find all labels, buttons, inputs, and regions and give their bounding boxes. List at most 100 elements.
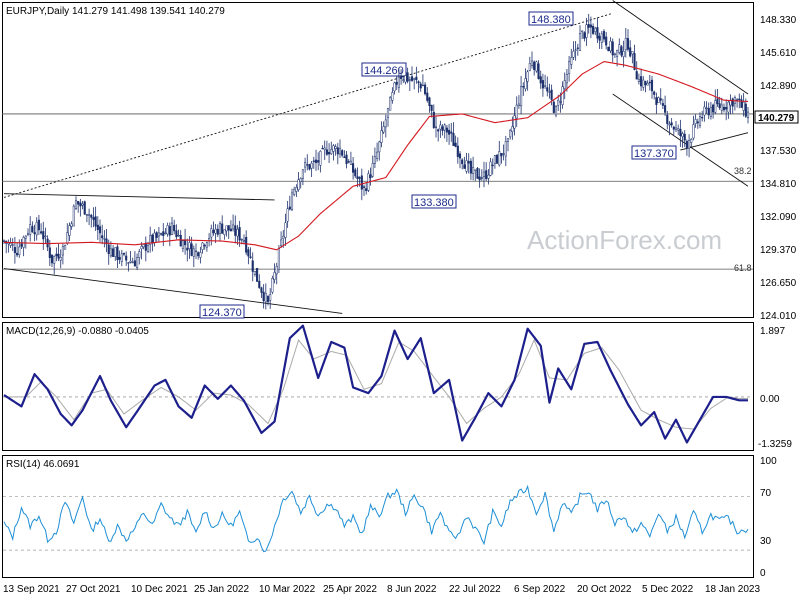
candle <box>371 155 374 178</box>
candle-body <box>609 41 612 52</box>
candle <box>177 229 180 237</box>
macd-panel-header: MACD(12,26,9) -0.0880 -0.0405 <box>6 326 149 337</box>
candle-body <box>236 228 239 237</box>
candle <box>347 159 350 164</box>
candle <box>386 107 390 127</box>
candle <box>578 25 582 51</box>
candle-body <box>203 244 206 247</box>
trendline <box>3 268 343 314</box>
candle <box>157 226 160 242</box>
candle-body <box>11 244 14 246</box>
candle <box>452 122 455 146</box>
candle <box>369 167 372 186</box>
candle <box>284 213 287 246</box>
candle <box>269 288 272 309</box>
candle-body <box>465 160 468 172</box>
candle-body <box>138 251 141 258</box>
candle-body <box>247 249 250 257</box>
candle <box>293 186 296 197</box>
moving-average-line <box>3 61 749 251</box>
candle-body <box>469 160 472 174</box>
candle-body <box>179 234 182 247</box>
candle <box>439 120 442 138</box>
candle-body <box>596 27 599 39</box>
candle-body <box>570 57 573 65</box>
candle <box>664 95 667 116</box>
x-tick-label: 25 Jan 2022 <box>194 584 249 595</box>
candle <box>430 104 433 118</box>
candle-body <box>744 103 747 117</box>
candle <box>50 254 54 268</box>
candle-body <box>223 229 226 235</box>
candle <box>631 51 634 64</box>
candle-body <box>50 254 54 264</box>
candle <box>77 201 80 213</box>
candle-body <box>456 145 459 157</box>
candle <box>131 257 134 264</box>
candle-body <box>338 147 342 155</box>
candle <box>362 184 366 197</box>
candle-body <box>133 260 136 267</box>
annotation-label: 148.380 <box>531 14 571 26</box>
candle-body <box>382 126 385 133</box>
annotation-box <box>411 194 457 209</box>
candle <box>373 147 376 168</box>
annotation-label: 144.260 <box>364 65 404 77</box>
candle-body <box>77 201 80 205</box>
candle <box>194 243 198 260</box>
candle <box>581 30 584 40</box>
candle-body <box>742 101 745 111</box>
candle <box>345 150 348 169</box>
candle <box>160 232 163 236</box>
candle-body <box>365 188 368 192</box>
candle <box>552 99 555 114</box>
candle-body <box>550 89 553 100</box>
candle-body <box>18 246 21 255</box>
candle-body <box>487 174 490 179</box>
candle-body <box>284 222 287 238</box>
candle-body <box>170 222 174 235</box>
candle <box>650 75 654 99</box>
candle-body <box>493 155 496 164</box>
candle-body <box>722 106 726 111</box>
candle-body <box>463 164 466 169</box>
candle <box>20 238 23 250</box>
candle <box>378 140 381 161</box>
candle <box>395 75 398 90</box>
candle-body <box>461 159 464 164</box>
candle <box>421 74 424 87</box>
candle <box>334 144 337 156</box>
candle <box>596 17 599 44</box>
candle <box>487 169 490 185</box>
x-tick-label: 10 Mar 2022 <box>259 584 316 595</box>
candle-body <box>544 85 547 87</box>
candle <box>705 101 708 114</box>
candle-body <box>286 208 289 222</box>
candle <box>332 144 335 161</box>
candle-body <box>173 224 176 232</box>
candle <box>310 160 313 178</box>
candle-body <box>698 116 702 126</box>
candle-body <box>395 81 398 85</box>
candle <box>37 214 40 235</box>
candle <box>404 75 407 85</box>
annotation-box <box>361 62 407 77</box>
candle-body <box>129 260 132 263</box>
candle-body <box>299 178 302 183</box>
candle <box>570 48 573 70</box>
candle <box>727 100 730 119</box>
candle-body <box>731 98 734 107</box>
candle <box>629 40 632 58</box>
candle <box>133 251 136 267</box>
candle-body <box>31 226 34 233</box>
candle-body <box>251 260 254 272</box>
candle-body <box>328 151 331 155</box>
candle <box>321 145 324 150</box>
candle <box>142 243 145 250</box>
candle <box>253 271 256 277</box>
candle-body <box>295 187 298 192</box>
candle-body <box>511 126 514 132</box>
candle-body <box>16 252 19 256</box>
candle-body <box>330 148 333 155</box>
candle <box>273 263 276 284</box>
